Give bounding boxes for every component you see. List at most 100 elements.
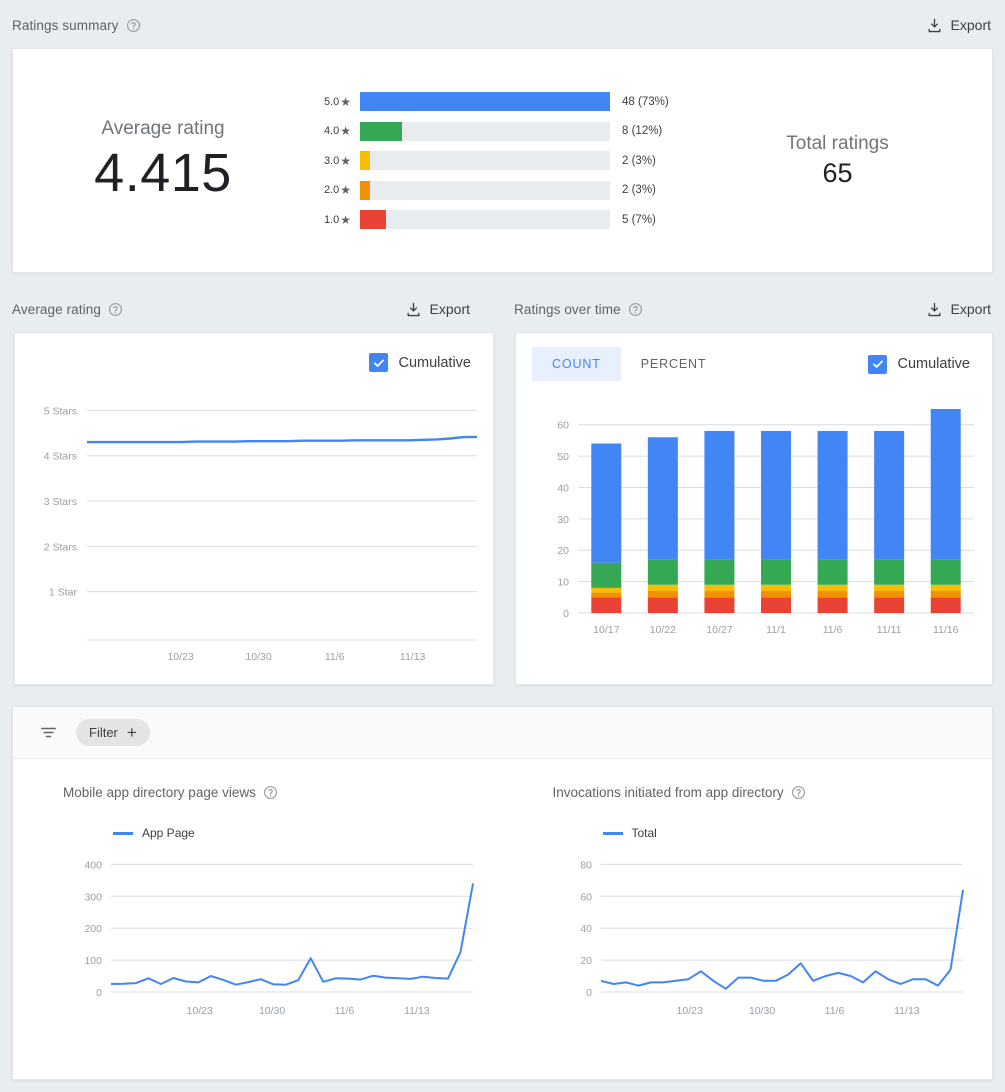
svg-text:10/23: 10/23 — [167, 651, 193, 662]
help-circle-icon[interactable] — [263, 785, 278, 800]
svg-text:11/11: 11/11 — [877, 624, 902, 636]
rating-distribution-row: 4.0 ★ 8 (12%) — [313, 116, 683, 146]
cumulative-label: Cumulative — [398, 354, 471, 371]
rating-count-label: 2 (3%) — [622, 154, 656, 167]
export-label: Export — [429, 301, 470, 317]
rating-star-label: 1.0 ★ — [313, 214, 351, 226]
legend-label: Total — [631, 826, 657, 840]
svg-text:11/16: 11/16 — [933, 624, 959, 636]
ratings-over-time-header: Ratings over time Export — [514, 292, 993, 326]
rating-star-label: 2.0 ★ — [313, 184, 351, 196]
total-ratings-label: Total ratings — [786, 132, 889, 154]
invocations-title-group: Invocations initiated from app directory — [553, 785, 993, 800]
rating-star-value: 2.0 — [323, 184, 340, 196]
rating-star-value: 4.0 — [323, 125, 340, 137]
rating-bar-track — [360, 121, 610, 141]
svg-text:3 Stars: 3 Stars — [44, 496, 77, 508]
svg-text:80: 80 — [580, 859, 592, 871]
svg-text:10/27: 10/27 — [706, 624, 732, 636]
export-label: Export — [950, 17, 991, 33]
svg-text:10/17: 10/17 — [593, 624, 619, 636]
help-circle-icon[interactable] — [791, 785, 806, 800]
svg-text:30: 30 — [557, 514, 569, 526]
svg-text:10/23: 10/23 — [676, 1005, 702, 1017]
svg-text:10/30: 10/30 — [245, 651, 271, 662]
check-icon — [369, 353, 389, 372]
count-percent-tabs: COUNT PERCENT — [532, 347, 726, 381]
svg-text:11/6: 11/6 — [823, 624, 843, 636]
tab-count[interactable]: COUNT — [532, 347, 621, 381]
ratings-over-time-panel-title: Ratings over time — [514, 301, 621, 317]
invocations-line-chart: 0 20 40 60 80 10/23 10/30 11/6 11/13 — [580, 859, 964, 1017]
help-circle-icon[interactable] — [628, 302, 643, 317]
mobile-page-views-title: Mobile app directory page views — [63, 785, 256, 800]
app-directory-metrics-card: Filter + Mobile app directory page views — [12, 706, 993, 1080]
rating-count-label: 8 (12%) — [622, 125, 663, 137]
export-label: Export — [950, 301, 991, 317]
help-circle-icon[interactable] — [126, 18, 141, 33]
svg-text:11/6: 11/6 — [325, 651, 345, 662]
rating-bar-track — [360, 92, 610, 111]
svg-text:4 Stars: 4 Stars — [44, 451, 77, 463]
export-button-ratings-over-time[interactable]: Export — [924, 299, 993, 320]
rating-star-value: 3.0 — [323, 154, 340, 167]
legend-total[interactable]: Total — [602, 826, 993, 840]
rating-bar-fill — [360, 121, 402, 141]
star-icon: ★ — [340, 153, 351, 168]
rating-star-value: 5.0 — [323, 95, 340, 108]
filter-list-icon[interactable] — [39, 723, 58, 742]
legend-app-page[interactable]: App Page — [113, 826, 503, 840]
star-icon: ★ — [340, 183, 351, 197]
rating-distribution-row: 1.0 ★ 5 (7%) — [313, 205, 683, 235]
svg-text:60: 60 — [557, 420, 569, 432]
svg-text:20: 20 — [557, 545, 569, 557]
average-rating-chart-card: Cumulative 1 Star 2 Stars 3 Stars 4 Stars 5 … — [14, 332, 494, 685]
rating-bar-fill — [360, 151, 371, 170]
star-icon: ★ — [340, 212, 351, 227]
filter-chip[interactable]: Filter + — [76, 719, 150, 746]
invocations-title: Invocations initiated from app directory — [552, 785, 784, 800]
ratings-over-time-stacked-bar-chart: 0 10 20 30 40 50 60 10/17 10/22 10/27 11/1 11/6 11/1… — [557, 409, 974, 636]
mobile-page-views-title-group: Mobile app directory page views — [63, 785, 503, 800]
svg-text:0: 0 — [96, 987, 102, 999]
cumulative-checkbox-ratings-over-time[interactable]: Cumulative — [868, 354, 970, 374]
mobile-page-views-line-chart: 0 100 200 300 400 10/23 10/30 11/6 11/13 — [84, 859, 474, 1017]
legend-label: App Page — [142, 826, 195, 840]
svg-text:11/6: 11/6 — [335, 1005, 355, 1017]
rating-star-label: 4.0 ★ — [313, 125, 351, 137]
average-rating-panel-title: Average rating — [12, 301, 101, 317]
svg-text:5 Stars: 5 Stars — [44, 405, 77, 417]
svg-text:50: 50 — [557, 451, 569, 463]
legend-swatch-icon — [602, 831, 623, 835]
help-circle-icon[interactable] — [108, 302, 123, 317]
svg-text:300: 300 — [84, 891, 102, 903]
plus-icon: + — [126, 723, 137, 742]
export-button-summary[interactable]: Export — [924, 15, 993, 36]
svg-text:11/13: 11/13 — [894, 1005, 920, 1017]
svg-text:20: 20 — [580, 955, 592, 967]
cumulative-checkbox-average-rating[interactable]: Cumulative — [369, 353, 471, 372]
cumulative-label: Cumulative — [897, 356, 970, 372]
rating-bar-track — [360, 210, 610, 229]
svg-text:10/22: 10/22 — [650, 624, 676, 636]
rating-count-label: 2 (3%) — [622, 184, 656, 196]
svg-text:11/13: 11/13 — [404, 1005, 430, 1017]
svg-text:40: 40 — [557, 482, 569, 494]
download-icon — [926, 301, 943, 318]
ratings-summary-header: Ratings summary Export — [12, 8, 993, 42]
svg-text:0: 0 — [563, 608, 569, 620]
average-rating-block: Average rating 4.415 — [13, 118, 313, 204]
ratings-summary-title-group: Ratings summary — [12, 18, 141, 33]
ratings-over-time-title-group: Ratings over time — [514, 302, 643, 317]
rating-star-value: 1.0 — [323, 213, 340, 226]
filter-chip-label: Filter — [89, 725, 118, 740]
filter-bar: Filter + — [13, 707, 992, 759]
rating-distribution-row: 2.0 ★ 2 (3%) — [313, 175, 683, 205]
tab-percent[interactable]: PERCENT — [640, 357, 707, 371]
invocations-panel: Invocations initiated from app directory… — [503, 785, 993, 1039]
svg-text:100: 100 — [84, 955, 102, 967]
rating-distribution-row: 5.0 ★ 48 (73%) — [313, 87, 683, 117]
export-button-average-rating[interactable]: Export — [403, 299, 472, 320]
average-rating-controls: Cumulative — [15, 333, 493, 372]
